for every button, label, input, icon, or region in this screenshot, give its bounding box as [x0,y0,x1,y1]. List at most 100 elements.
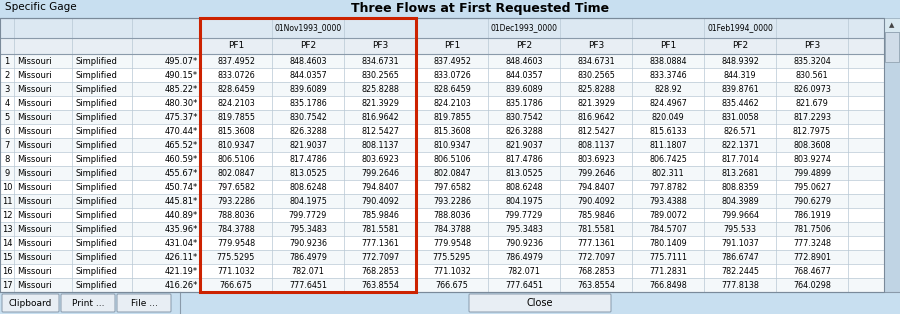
Text: 833.0726: 833.0726 [217,71,255,79]
Text: 2: 2 [4,71,10,79]
Text: 808.6248: 808.6248 [289,182,327,192]
Bar [0,222,884,236]
Text: 803.6923: 803.6923 [361,154,399,164]
Text: 803.6923: 803.6923 [577,154,615,164]
Text: 835.3204: 835.3204 [793,57,831,66]
Bar [0,0,900,18]
Text: Missouri: Missouri [17,84,52,94]
Text: 12: 12 [2,210,13,219]
Text: 795.0627: 795.0627 [793,182,831,192]
Text: 799.7729: 799.7729 [505,210,544,219]
Text: PF1: PF1 [228,41,244,51]
Text: 772.7097: 772.7097 [361,252,399,262]
Text: 777.6451: 777.6451 [505,280,543,290]
Text: 779.9548: 779.9548 [433,239,471,247]
Bar [0,82,884,96]
Text: 777.3248: 777.3248 [793,239,831,247]
Text: 797.8782: 797.8782 [649,182,687,192]
Text: PF1: PF1 [660,41,676,51]
Text: 788.8036: 788.8036 [433,210,471,219]
Text: Specific Gage: Specific Gage [5,2,76,12]
Text: 784.3788: 784.3788 [217,225,255,234]
Text: Simplified: Simplified [75,71,117,79]
Text: 848.9392: 848.9392 [721,57,759,66]
Text: 766.8498: 766.8498 [649,280,687,290]
Text: 821.3929: 821.3929 [361,99,399,107]
Text: 839.6089: 839.6089 [289,84,327,94]
Text: File ...: File ... [130,299,158,307]
Text: 839.6089: 839.6089 [505,84,543,94]
Text: 11: 11 [2,197,13,205]
Bar [885,32,899,62]
Text: 821.9037: 821.9037 [289,140,327,149]
Text: 01Nov1993_0000: 01Nov1993_0000 [274,24,342,33]
Text: Missouri: Missouri [17,225,52,234]
Text: 771.2831: 771.2831 [649,267,687,275]
Bar [200,18,416,292]
Text: 826.571: 826.571 [724,127,756,136]
Text: Missouri: Missouri [17,169,52,177]
Text: 785.9846: 785.9846 [361,210,399,219]
Text: 475.37*: 475.37* [165,112,198,122]
Bar [0,38,884,54]
Text: Simplified: Simplified [75,99,117,107]
Text: 786.6747: 786.6747 [721,252,759,262]
Text: 775.5295: 775.5295 [217,252,256,262]
Text: 828.6459: 828.6459 [433,84,471,94]
Text: 01Dec1993_0000: 01Dec1993_0000 [491,24,557,33]
Text: 802.311: 802.311 [652,169,684,177]
Text: 825.8288: 825.8288 [361,84,399,94]
Text: Three Flows at First Requested Time: Three Flows at First Requested Time [351,2,609,15]
Text: 819.7855: 819.7855 [217,112,255,122]
Text: 426.11*: 426.11* [165,252,198,262]
Text: 817.4786: 817.4786 [505,154,543,164]
Text: 813.0525: 813.0525 [505,169,543,177]
Text: PF3: PF3 [804,41,820,51]
Text: Missouri: Missouri [17,140,52,149]
Bar [0,250,884,264]
Text: PF2: PF2 [732,41,748,51]
FancyBboxPatch shape [2,294,59,312]
Text: Missouri: Missouri [17,71,52,79]
Text: 824.2103: 824.2103 [433,99,471,107]
Text: Simplified: Simplified [75,225,117,234]
Text: 811.1807: 811.1807 [649,140,687,149]
Text: 803.9274: 803.9274 [793,154,831,164]
Text: 838.0884: 838.0884 [649,57,687,66]
Text: 808.1137: 808.1137 [361,140,399,149]
Text: 9: 9 [4,169,10,177]
Text: 848.4603: 848.4603 [289,57,327,66]
Text: Missouri: Missouri [17,280,52,290]
Bar [0,124,884,138]
Text: 793.2286: 793.2286 [217,197,255,205]
Text: 7: 7 [4,140,10,149]
Text: 777.6451: 777.6451 [289,280,327,290]
Text: 15: 15 [2,252,13,262]
Text: 13: 13 [2,225,13,234]
Text: 822.1371: 822.1371 [721,140,759,149]
Text: 835.1786: 835.1786 [505,99,543,107]
Text: 781.7506: 781.7506 [793,225,831,234]
Text: 781.5581: 781.5581 [361,225,399,234]
Text: 802.0847: 802.0847 [433,169,471,177]
Text: 784.5707: 784.5707 [649,225,687,234]
Text: 835.1786: 835.1786 [289,99,327,107]
Text: 782.071: 782.071 [292,267,324,275]
Text: PF2: PF2 [300,41,316,51]
Text: 794.8407: 794.8407 [361,182,399,192]
Text: Simplified: Simplified [75,154,117,164]
Text: 837.4952: 837.4952 [433,57,471,66]
Text: 808.1137: 808.1137 [577,140,615,149]
Bar [0,180,884,194]
Text: 844.319: 844.319 [724,71,756,79]
Text: 14: 14 [2,239,13,247]
Text: 495.07*: 495.07* [165,57,198,66]
Text: 824.2103: 824.2103 [217,99,255,107]
Text: 790.4092: 790.4092 [577,197,615,205]
Text: 768.2853: 768.2853 [361,267,399,275]
Text: 833.3746: 833.3746 [649,71,687,79]
Text: Simplified: Simplified [75,127,117,136]
Text: 779.9548: 779.9548 [217,239,255,247]
Text: 820.049: 820.049 [652,112,684,122]
Text: 830.561: 830.561 [796,71,828,79]
